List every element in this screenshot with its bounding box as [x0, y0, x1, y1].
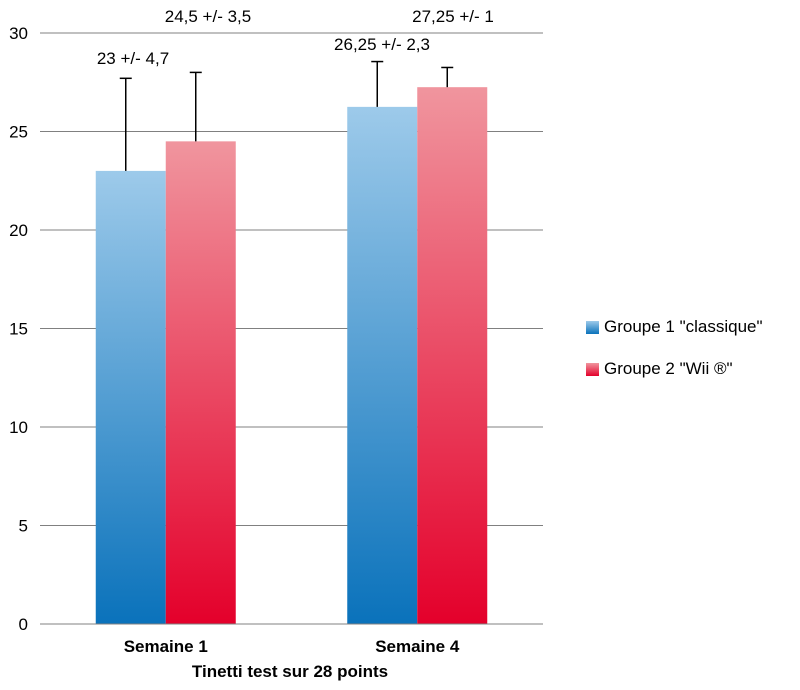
x-tick-label-2: Semaine 4 [375, 637, 460, 656]
legend-swatch-groupe-2 [586, 362, 599, 376]
bar-1-1 [95, 170, 166, 624]
y-tick-label-20: 20 [9, 221, 28, 240]
y-tick-label-25: 25 [9, 123, 28, 142]
data-label-2-2: 27,25 +/- 1 [412, 7, 494, 26]
data-labels: 23 +/- 4,7 24,5 +/- 3,5 26,25 +/- 2,3 27,25… [97, 7, 494, 68]
legend-item-groupe-2: Groupe 2 "Wii ®" [586, 358, 763, 380]
data-label-1-1: 23 +/- 4,7 [97, 49, 169, 68]
legend: Groupe 1 "classique" Groupe 2 "Wii ®" [586, 316, 763, 400]
category-labels: Semaine 1 Semaine 4 [124, 637, 460, 656]
y-tick-label-10: 10 [9, 418, 28, 437]
bars [95, 87, 488, 625]
bar-2-2 [417, 87, 488, 625]
y-tick-label-15: 15 [9, 320, 28, 339]
y-tick-label-0: 0 [19, 615, 28, 634]
legend-swatch-groupe-1 [586, 320, 599, 334]
legend-label-groupe-1: Groupe 1 "classique" [604, 317, 763, 336]
data-label-1-2: 26,25 +/- 2,3 [334, 35, 430, 54]
bar-1-2 [347, 106, 418, 624]
data-label-2-1: 24,5 +/- 3,5 [165, 7, 251, 26]
x-axis-title: Tinetti test sur 28 points [192, 662, 388, 681]
error-bars [119, 60, 454, 171]
y-axis-ticks: 0 5 10 15 20 25 30 [9, 24, 28, 634]
y-tick-label-5: 5 [19, 517, 28, 536]
bar-2-1 [165, 141, 236, 624]
x-tick-label-1: Semaine 1 [124, 637, 208, 656]
y-tick-label-30: 30 [9, 24, 28, 43]
legend-label-groupe-2: Groupe 2 "Wii ®" [604, 359, 733, 378]
legend-item-groupe-1: Groupe 1 "classique" [586, 316, 763, 338]
